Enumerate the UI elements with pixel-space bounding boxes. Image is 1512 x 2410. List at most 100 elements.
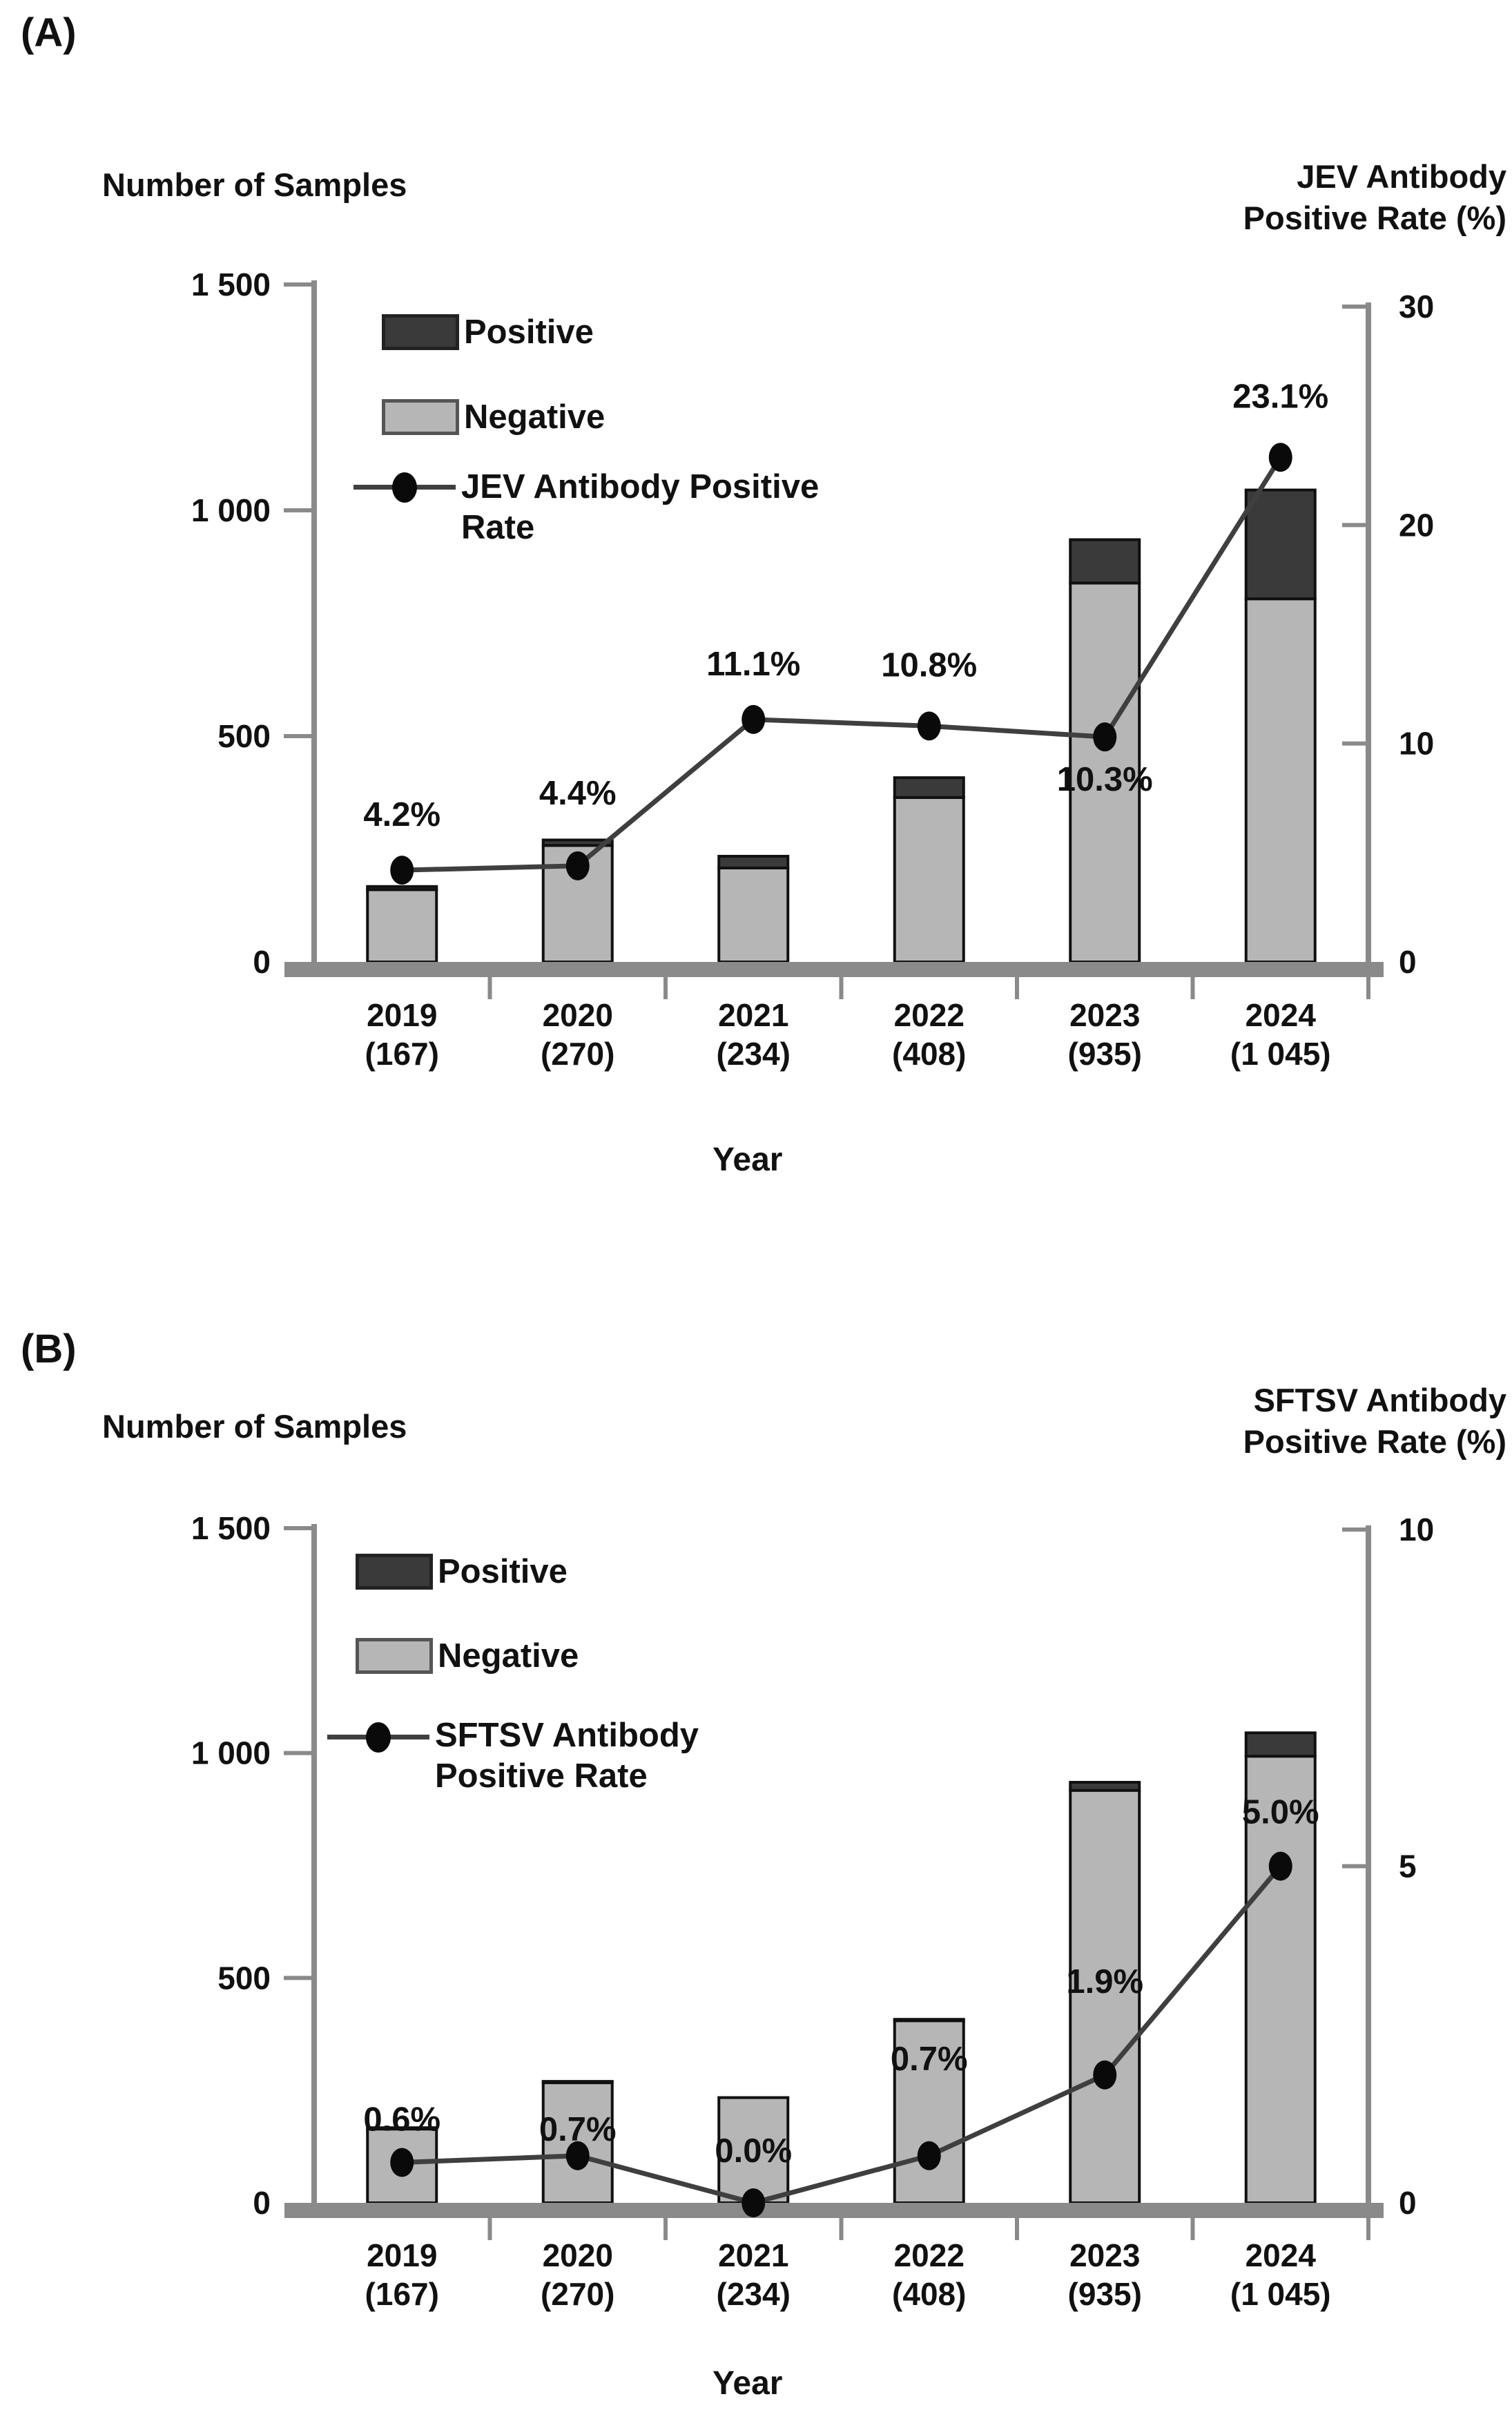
x-axis-line [284, 962, 1384, 977]
bar-positive-2024 [1244, 488, 1317, 601]
x-axis-tick [1366, 2218, 1370, 2240]
rate-point-label-2023: 1.9% [1066, 1963, 1143, 2001]
rate-marker-2022 [917, 711, 941, 741]
bar-positive-2020 [541, 838, 614, 847]
rate-point-label-2019: 0.6% [363, 2101, 440, 2139]
panel-a-right-axis-title-line1: JEV Antibody [1297, 158, 1506, 195]
x-category-sublabel: (935) [1068, 2276, 1142, 2312]
rate-point-label-2021: 0.0% [715, 2132, 792, 2170]
left-axis-tick-label: 0 [253, 2185, 271, 2221]
rate-point-label-2022: 0.7% [891, 2041, 968, 2078]
rate-point-label-2024: 5.0% [1242, 1794, 1319, 1831]
left-axis-tick-label: 500 [217, 718, 271, 754]
x-category-sublabel: (167) [365, 2276, 439, 2312]
rate-marker-2023 [1093, 722, 1117, 752]
x-axis-tick [839, 2218, 844, 2240]
x-category-sublabel: (234) [717, 2276, 791, 2312]
x-axis-tick [1190, 977, 1195, 999]
positive-swatch [382, 314, 459, 350]
legend-label-rate: JEV Antibody Positive Rate [461, 467, 819, 548]
panel-b-right-axis-title: SFTSV Antibody Positive Rate (%) [1243, 1380, 1506, 1463]
right-axis-line [1366, 1525, 1371, 2218]
legend-label-rate-line2: Rate [461, 509, 535, 546]
x-category-label: 2019 [367, 2237, 437, 2273]
x-category-sublabel: (935) [1068, 1036, 1142, 1072]
left-axis-tick [284, 734, 314, 738]
rate-point-label-2019: 4.2% [363, 796, 440, 833]
legend-label-positive: Positive [438, 1553, 568, 1590]
x-category-sublabel: (1 045) [1230, 2276, 1331, 2312]
rate-line [402, 456, 1283, 873]
x-category-sublabel: (1 045) [1230, 1036, 1331, 1072]
left-axis-tick-label: 0 [253, 944, 271, 980]
legend-label-negative: Negative [464, 398, 605, 436]
left-axis-line [311, 280, 317, 977]
panel-a-right-axis-title: JEV Antibody Positive Rate (%) [1243, 156, 1506, 239]
right-axis-tick-label: 20 [1399, 507, 1434, 543]
panel-a-left-axis-title: Number of Samples [102, 166, 407, 203]
legend-label-rate-line2: Positive Rate [435, 1757, 648, 1795]
rate-point-label-2023: 10.3% [1057, 761, 1153, 798]
x-category-label: 2021 [718, 2237, 788, 2273]
x-category-label: 2019 [367, 997, 437, 1033]
bar-positive-2022 [893, 776, 965, 799]
bar-negative-2023 [1069, 1789, 1141, 2204]
rate-line-sample [327, 1722, 429, 1753]
rate-point-label-2024: 23.1% [1232, 378, 1328, 415]
left-axis-tick-label: 1 500 [191, 267, 271, 302]
x-axis-line [284, 2203, 1384, 2218]
rate-point-label-2020: 4.4% [539, 775, 617, 812]
left-axis-tick-label: 1 000 [191, 492, 271, 528]
bar-positive-2022 [893, 2018, 965, 2023]
right-axis-tick [1342, 1527, 1371, 1532]
x-axis-tick [487, 2218, 492, 2240]
panel-a-x-axis-title: Year [713, 1141, 783, 1178]
x-category-label: 2023 [1069, 2237, 1140, 2273]
x-axis-tick [487, 977, 492, 999]
left-axis-tick [284, 1751, 314, 1755]
panel-b-x-axis-title: Year [713, 2365, 783, 2402]
x-axis-tick [1015, 2218, 1019, 2240]
legend-label-rate-line1: JEV Antibody Positive [461, 468, 820, 505]
rate-point-label-2020: 0.7% [539, 2111, 617, 2148]
right-axis-tick-label: 0 [1399, 944, 1417, 980]
panel-b-label: (B) [21, 1327, 77, 1371]
rate-line [402, 1864, 1283, 2206]
x-category-label: 2020 [543, 997, 613, 1033]
left-axis-tick [284, 1976, 314, 1980]
x-category-sublabel: (408) [892, 1036, 966, 1072]
x-category-label: 2022 [894, 997, 965, 1033]
panel-a-label: (A) [21, 10, 77, 55]
x-category-sublabel: (270) [541, 1036, 614, 1072]
x-category-label: 2024 [1246, 2237, 1317, 2273]
left-axis-tick [284, 508, 314, 512]
bar-positive-2024 [1244, 1731, 1317, 1758]
right-axis-line [1366, 302, 1371, 977]
left-axis-tick [284, 1526, 314, 1530]
bar-positive-2019 [366, 2126, 438, 2131]
x-category-sublabel: (408) [892, 2276, 966, 2312]
positive-swatch [356, 1554, 433, 1590]
right-axis-tick-label: 30 [1399, 289, 1434, 325]
left-axis-tick-label: 500 [217, 1960, 271, 1996]
x-category-label: 2023 [1069, 997, 1140, 1033]
rate-marker-2022 [917, 2141, 941, 2170]
rate-point-label-2021: 11.1% [706, 646, 800, 683]
bar-positive-2020 [541, 2080, 614, 2085]
right-axis-tick [1342, 305, 1371, 309]
rate-point-label-2022: 10.8% [881, 646, 977, 684]
x-category-sublabel: (270) [541, 2276, 614, 2312]
rate-marker-2023 [1093, 2060, 1117, 2090]
right-axis-tick [1342, 1864, 1371, 1869]
left-axis-tick-label: 1 000 [191, 1735, 271, 1771]
x-category-label: 2024 [1246, 997, 1317, 1033]
rate-marker-2024 [1268, 443, 1292, 472]
legend-label-positive: Positive [464, 314, 594, 351]
legend-label-negative: Negative [438, 1637, 579, 1675]
bar-negative-2021 [717, 2096, 790, 2204]
negative-swatch [356, 1638, 433, 1674]
x-category-label: 2020 [543, 2237, 613, 2273]
x-category-label: 2022 [894, 2237, 965, 2273]
bar-negative-2024 [1244, 597, 1317, 963]
